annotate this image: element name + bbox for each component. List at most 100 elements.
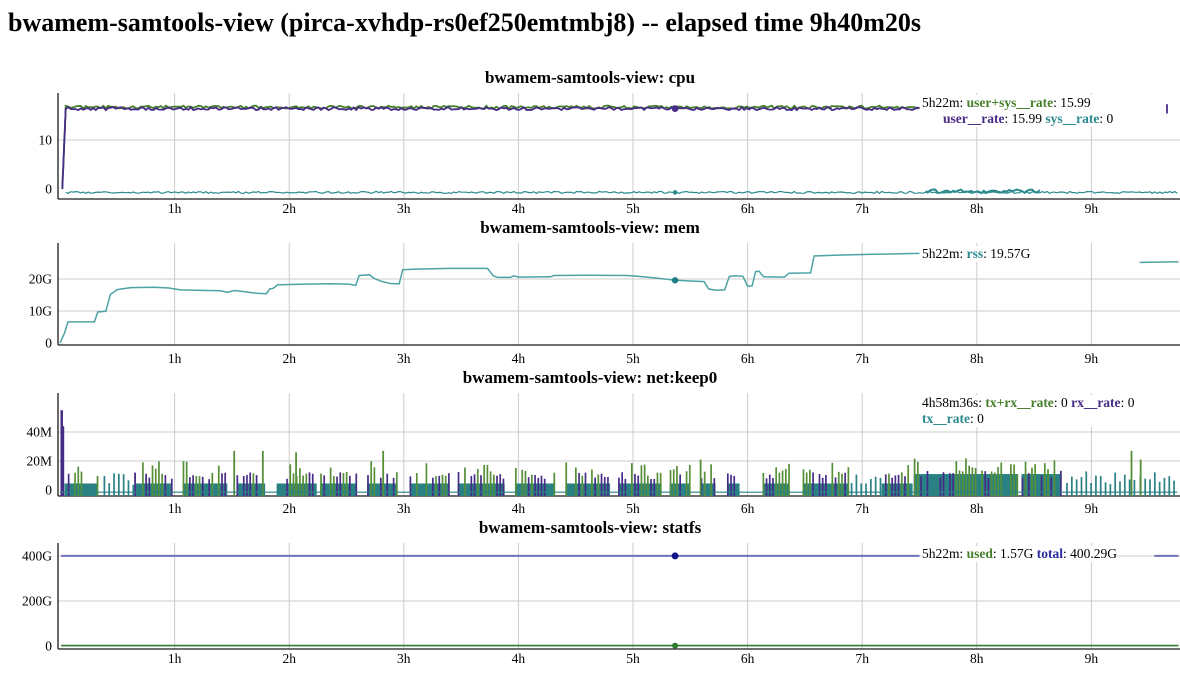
x-axis-tick-label: 3h <box>397 651 411 666</box>
rx-rate-bar <box>952 473 954 496</box>
tx-rx-rate-bar <box>521 469 524 496</box>
legend-series-name: user+sys__rate <box>966 95 1054 110</box>
tx-rx-rate-bar <box>676 466 678 496</box>
tx-rate-spike <box>108 483 111 496</box>
legend-text: : 19.57G <box>983 246 1031 261</box>
tx-rx-rate-bar <box>646 475 649 496</box>
rx-rate-bar <box>844 472 847 496</box>
cpu-plot-canvas[interactable]: 0 10 1h 2h 3h 4h 5h 6h 7h 8h 9h <box>0 65 1180 217</box>
rx-rate-bar <box>242 476 245 496</box>
statfs-hover-markers <box>671 552 679 649</box>
x-axis-tick-label: 6h <box>741 201 755 216</box>
tx-rx-rate-bar <box>299 468 301 496</box>
x-axis-tick-label: 7h <box>855 201 869 216</box>
legend-series-name: used <box>966 546 993 561</box>
rx-rate-bar <box>379 477 382 496</box>
tx-rx-rate-bar <box>158 461 160 496</box>
tx-rx-rate-bar <box>907 465 910 496</box>
tx-rx-rate-bar <box>913 458 916 496</box>
cpu-series <box>61 104 1178 195</box>
rx-rate-bar <box>249 472 252 496</box>
hover-dot <box>671 552 679 560</box>
x-axis-tick-label: 9h <box>1085 651 1099 666</box>
tx-rx-rate-bar <box>77 466 80 496</box>
chart-title-statfs: bwamem-samtools-view: statfs <box>478 518 702 537</box>
x-axis-tick-label: 1h <box>168 501 182 516</box>
tx-rate-spike <box>874 476 877 496</box>
grid <box>58 243 1180 345</box>
tx-rx-rate-bar <box>847 467 850 496</box>
x-axis-tick-label: 6h <box>741 651 755 666</box>
legend-line: 4h58m36s: tx+rx__rate: 0 rx__rate: 0 <box>922 395 1134 411</box>
rx-rate-bar <box>624 478 627 496</box>
tx-rx-rate-bar <box>435 476 437 496</box>
net-bars <box>60 410 1175 496</box>
tall-spike <box>261 450 264 496</box>
tx-rx-rate-bar <box>320 473 322 496</box>
rx-rate-bar <box>1040 475 1043 496</box>
legend-series-name: rx__rate <box>1071 395 1121 410</box>
x-axis-tick-label: 1h <box>168 651 182 666</box>
rx-rate-bar <box>1021 477 1024 496</box>
tx-rate-spike <box>1153 472 1156 496</box>
legend-series-name: tx__rate <box>922 411 970 426</box>
tx-rate-spike <box>879 477 882 496</box>
x-axis-tick-label: 2h <box>282 351 296 366</box>
rx-rate-bar <box>607 477 609 496</box>
tx-rate-spike <box>1119 481 1121 496</box>
tx-rx-rate-bar <box>781 470 784 496</box>
tall-spike <box>62 426 65 496</box>
net-plot-canvas[interactable]: 0 20M 40M 1h 2h 3h 4h 5h 6h 7h 8h 9h <box>0 365 1180 517</box>
rx-rate-bar <box>221 473 223 496</box>
mem-plot-canvas[interactable]: 0 10G 20G 1h 2h 3h 4h 5h 6h 7h 8h 9h <box>0 215 1180 367</box>
rx-rate-bar <box>336 476 338 496</box>
tx-rx-rate-bar <box>142 462 144 496</box>
legend-text: : 15.99 <box>1053 95 1091 110</box>
tx-rx-rate-bar <box>888 473 890 496</box>
rx-rate-bar <box>246 474 248 496</box>
rx-rate-bar <box>584 472 587 496</box>
tx-rx-rate-bar <box>329 467 332 496</box>
x-axis-tick-label: 3h <box>397 351 411 366</box>
tx-rx-rate-bar <box>531 474 533 496</box>
legend-mem: 5h22m: rss: 19.57G <box>922 246 1031 262</box>
y-axis-tick-label: 200G <box>22 594 52 609</box>
tick-labels: 0 10 1h 2h 3h 4h 5h 6h 7h 8h 9h <box>39 133 1099 217</box>
tx-rx-rate-bar <box>195 476 198 496</box>
rx-rate-bar <box>224 472 227 496</box>
statfs-plot-canvas[interactable]: 0 200G 400G 1h 2h 3h 4h 5h 6h 7h 8h 9h <box>0 515 1180 667</box>
rx-rate-bar <box>578 472 580 496</box>
legend-text: 5h22m: <box>922 546 967 561</box>
x-axis-tick-label: 2h <box>282 201 296 216</box>
rx-rate-bar <box>650 479 652 496</box>
tx-rx-rate-bar <box>161 473 164 496</box>
tx-rx-rate-bar <box>332 476 335 496</box>
tall-spike <box>295 452 297 496</box>
rx-rate-bar <box>653 478 656 496</box>
tx-rx-rate-bar <box>415 473 418 496</box>
x-axis-tick-label: 2h <box>282 501 296 516</box>
rx-rate-bar <box>821 477 824 496</box>
rx-rate-bar <box>834 477 837 496</box>
tx-rate-bar-block <box>726 483 740 496</box>
tx-rate-spike <box>1095 475 1097 496</box>
rx-rate-bar <box>170 478 173 496</box>
y-axis-tick-label: 0 <box>45 336 52 351</box>
tx-rx-rate-bar <box>252 473 255 496</box>
tx-rx-rate-bar <box>1047 469 1049 496</box>
tall-spike <box>1130 450 1133 496</box>
tx-rx-rate-bar <box>1024 461 1027 496</box>
rx-rate-bar <box>987 478 990 496</box>
chart-cpu: bwamem-samtools-view: cpu 0 10 1h 2h 3h 4h 5h 6… <box>0 65 1180 217</box>
tx-rate-bar-block <box>700 483 716 496</box>
x-axis-tick-label: 1h <box>168 201 182 216</box>
tx-rate-spike <box>117 473 120 496</box>
tx-rate-spike <box>1085 471 1088 496</box>
tx-rate-spike <box>850 482 853 496</box>
tx-rx-rate-bar <box>1031 467 1033 496</box>
tx-rx-rate-bar <box>971 467 974 496</box>
rx-rate-bar <box>355 473 358 496</box>
legend-line: 5h22m: user+sys__rate: 15.99 <box>922 95 1113 111</box>
rx-rate-bar <box>448 473 450 496</box>
rx-rate-bar <box>942 472 945 496</box>
